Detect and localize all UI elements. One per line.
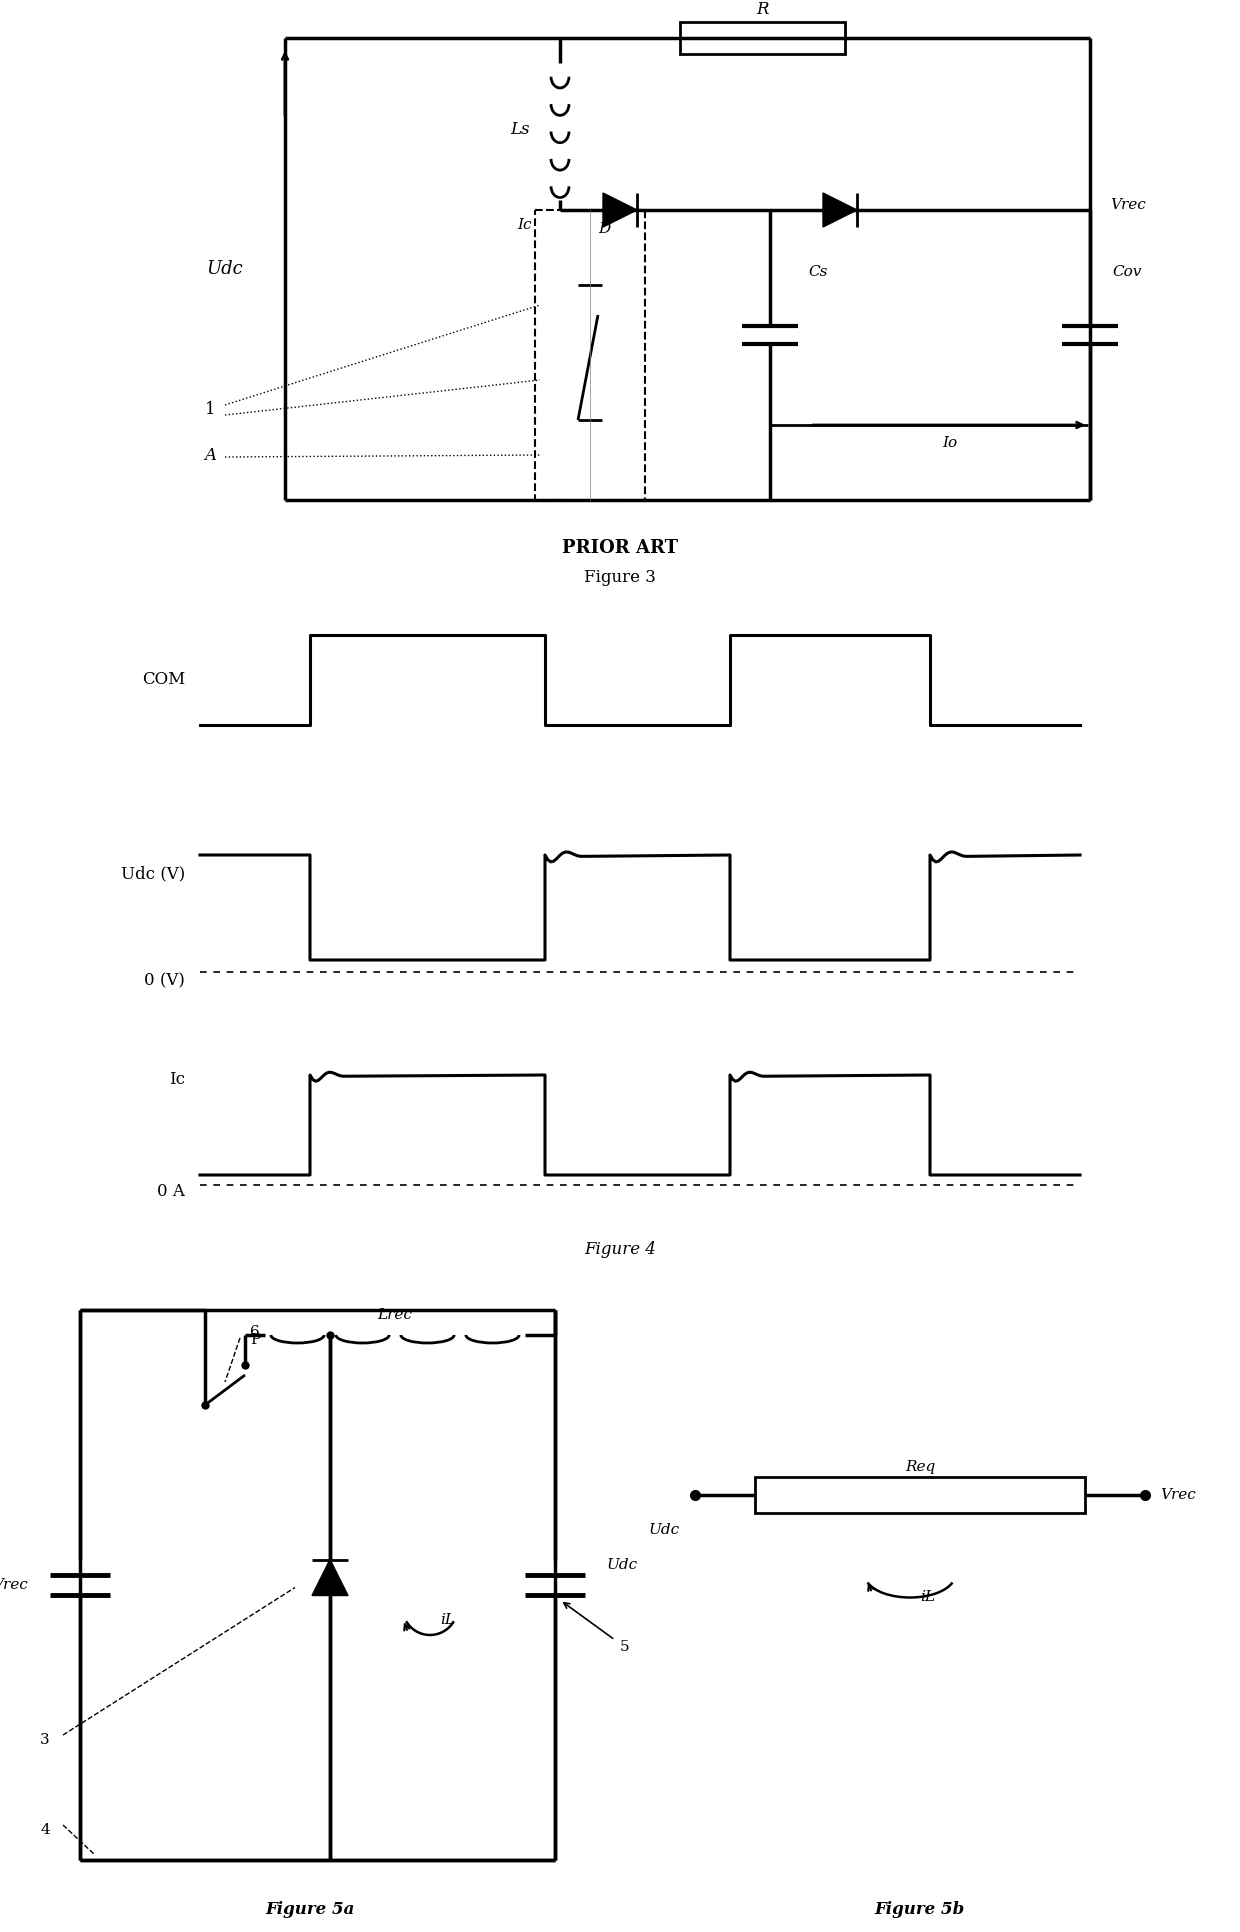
Text: Vrec: Vrec [0, 1578, 29, 1592]
Text: Req: Req [905, 1461, 935, 1474]
Text: Udc: Udc [207, 261, 243, 278]
Text: R: R [756, 2, 769, 19]
Bar [534, 211, 645, 500]
Text: Figure 4: Figure 4 [584, 1242, 656, 1258]
Text: COM: COM [141, 672, 185, 688]
Text: Figure 5a: Figure 5a [265, 1901, 355, 1918]
Text: 0 A: 0 A [157, 1182, 185, 1200]
Text: Vrec: Vrec [1159, 1488, 1195, 1501]
Text: iL: iL [920, 1590, 935, 1604]
Text: Udc: Udc [649, 1522, 680, 1538]
Text: Ls: Ls [511, 120, 529, 137]
Text: PRIOR ART: PRIOR ART [562, 539, 678, 556]
Text: Cs: Cs [808, 265, 827, 280]
Text: iL: iL [440, 1613, 455, 1627]
Text: 4: 4 [40, 1824, 50, 1837]
Text: A: A [205, 446, 216, 464]
Text: Udc (V): Udc (V) [120, 866, 185, 883]
Polygon shape [603, 193, 637, 226]
Text: 3: 3 [40, 1733, 50, 1747]
Bar [680, 21, 844, 54]
Text: 5: 5 [620, 1640, 630, 1654]
Text: Vrec: Vrec [1110, 197, 1146, 213]
Text: Cov: Cov [1112, 265, 1141, 280]
Text: P: P [250, 1333, 260, 1347]
Text: 1: 1 [205, 402, 216, 419]
Text: 6: 6 [250, 1325, 259, 1339]
Polygon shape [823, 193, 857, 226]
Text: Ic: Ic [517, 218, 532, 232]
Text: 0 (V): 0 (V) [144, 972, 185, 989]
Text: Figure 3: Figure 3 [584, 568, 656, 585]
Text: Io: Io [942, 437, 957, 450]
Text: Lrec: Lrec [377, 1308, 413, 1321]
Bar [755, 1476, 1085, 1513]
Text: Ic: Ic [169, 1072, 185, 1088]
Polygon shape [312, 1559, 348, 1596]
Text: Udc: Udc [608, 1557, 639, 1573]
Text: Figure 5b: Figure 5b [875, 1901, 965, 1918]
Text: D: D [598, 222, 610, 236]
